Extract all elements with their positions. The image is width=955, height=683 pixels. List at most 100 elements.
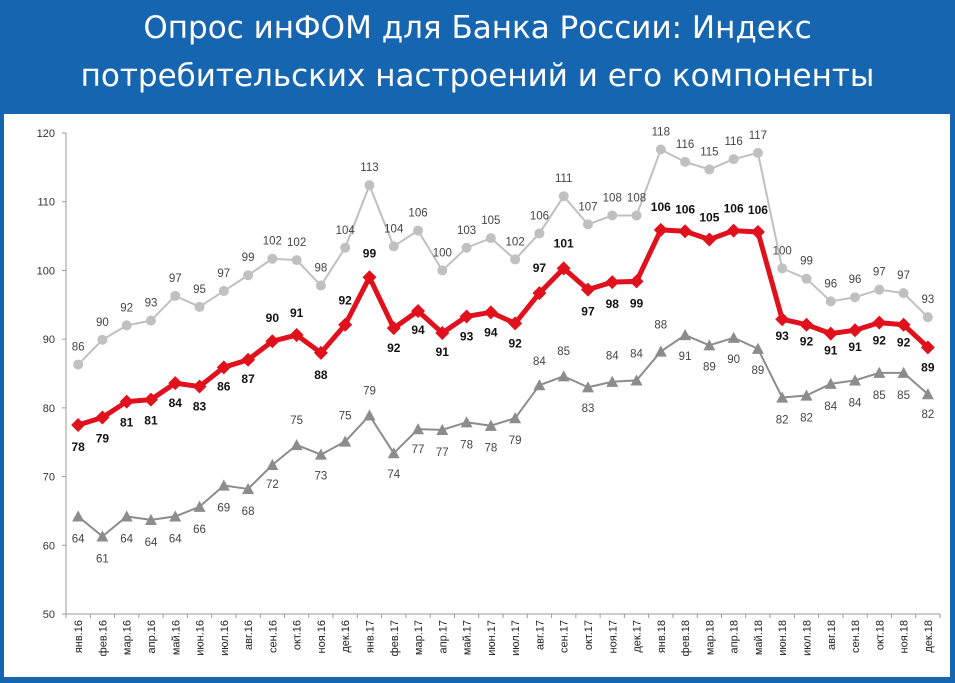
data-label: 105 bbox=[481, 215, 500, 227]
data-label: 94 bbox=[484, 325, 498, 339]
data-point bbox=[436, 423, 449, 435]
data-label: 90 bbox=[266, 311, 280, 325]
data-label: 88 bbox=[314, 368, 328, 382]
data-label: 74 bbox=[387, 469, 400, 481]
data-label: 64 bbox=[169, 533, 182, 545]
data-point bbox=[485, 233, 496, 244]
data-point bbox=[340, 242, 351, 253]
x-tick-label: мар.17 bbox=[413, 620, 425, 655]
data-label: 64 bbox=[145, 537, 158, 549]
y-tick-label: 50 bbox=[43, 609, 55, 621]
chart-panel: 50 60 70 80 90 100 110 120 янв.16 фев.16 мар.16 апр… bbox=[4, 114, 950, 677]
data-label: 102 bbox=[263, 236, 282, 248]
data-point bbox=[825, 296, 836, 307]
data-label: 88 bbox=[654, 320, 667, 332]
data-label: 78 bbox=[484, 443, 497, 455]
data-label: 106 bbox=[651, 200, 671, 214]
data-label: 106 bbox=[724, 202, 744, 216]
x-tick-label: июн.16 bbox=[195, 620, 207, 656]
data-point bbox=[532, 286, 547, 301]
data-label: 89 bbox=[752, 365, 765, 377]
data-point bbox=[483, 305, 498, 320]
data-label: 85 bbox=[873, 390, 886, 402]
data-point bbox=[800, 389, 813, 401]
x-tick-label: июл.17 bbox=[510, 620, 522, 656]
data-label: 113 bbox=[360, 162, 378, 174]
data-point bbox=[217, 479, 230, 491]
data-point bbox=[898, 288, 909, 299]
y-tick-label: 120 bbox=[37, 128, 55, 140]
y-tick-label: 100 bbox=[37, 265, 55, 277]
data-point bbox=[168, 376, 183, 391]
data-label: 104 bbox=[336, 225, 356, 237]
data-point bbox=[218, 286, 229, 297]
axes: 50 60 70 80 90 100 110 120 янв.16 фев.16 мар.16 апр… bbox=[37, 128, 941, 656]
y-tick-label: 110 bbox=[37, 197, 55, 209]
data-point bbox=[459, 309, 474, 324]
x-tick-label: мар.18 bbox=[704, 620, 716, 655]
data-label: 92 bbox=[387, 341, 401, 355]
data-point bbox=[291, 255, 302, 266]
chart-title: Опрос инФОМ для Банка России: Индекс пот… bbox=[80, 10, 875, 94]
data-label: 64 bbox=[120, 533, 133, 545]
data-point bbox=[920, 340, 935, 355]
data-label: 92 bbox=[800, 335, 814, 349]
data-point bbox=[534, 228, 545, 239]
data-point bbox=[654, 345, 667, 357]
data-label: 90 bbox=[96, 317, 109, 329]
data-point bbox=[509, 412, 522, 424]
data-point bbox=[775, 312, 790, 327]
data-point bbox=[145, 315, 156, 326]
x-tick-label: янв.17 bbox=[364, 620, 376, 653]
data-point bbox=[703, 339, 716, 351]
data-point bbox=[629, 274, 644, 289]
data-point bbox=[896, 317, 911, 332]
data-point bbox=[170, 290, 181, 301]
data-point bbox=[581, 381, 594, 393]
data-label: 83 bbox=[582, 403, 595, 415]
data-point bbox=[873, 366, 886, 378]
data-point bbox=[437, 265, 448, 276]
data-point bbox=[313, 345, 328, 360]
data-label: 92 bbox=[120, 302, 133, 314]
data-point bbox=[243, 270, 254, 281]
data-label: 82 bbox=[776, 415, 789, 427]
data-point bbox=[95, 410, 110, 425]
data-label: 98 bbox=[315, 263, 328, 275]
data-label: 118 bbox=[652, 126, 670, 138]
data-point bbox=[120, 510, 133, 522]
data-point bbox=[193, 500, 206, 512]
data-label: 73 bbox=[315, 471, 328, 483]
data-point bbox=[874, 284, 885, 295]
data-point bbox=[630, 374, 643, 386]
data-point bbox=[388, 241, 399, 252]
data-point bbox=[387, 447, 400, 459]
data-label: 85 bbox=[557, 346, 570, 358]
data-point bbox=[750, 224, 765, 239]
data-point bbox=[848, 323, 863, 338]
data-point bbox=[922, 312, 933, 323]
data-point bbox=[680, 156, 691, 167]
data-point bbox=[411, 303, 426, 318]
data-point bbox=[241, 352, 256, 367]
data-label: 99 bbox=[630, 296, 644, 310]
data-point bbox=[751, 342, 764, 354]
x-tick-label: июн.17 bbox=[486, 620, 498, 656]
data-label: 117 bbox=[749, 130, 767, 142]
data-point bbox=[71, 418, 86, 433]
data-label: 93 bbox=[776, 329, 790, 343]
data-label: 97 bbox=[533, 261, 547, 275]
data-label: 108 bbox=[603, 192, 622, 204]
data-point bbox=[823, 326, 838, 341]
x-tick-label: ноя.18 bbox=[899, 620, 911, 653]
data-point bbox=[72, 510, 85, 522]
data-point bbox=[557, 370, 570, 382]
data-label: 116 bbox=[724, 136, 742, 148]
data-label: 102 bbox=[506, 236, 525, 248]
data-label: 106 bbox=[530, 210, 549, 222]
data-point bbox=[728, 154, 739, 165]
data-label: 61 bbox=[96, 553, 109, 565]
data-label: 99 bbox=[800, 256, 813, 268]
data-label: 81 bbox=[144, 414, 158, 428]
data-point bbox=[267, 253, 278, 264]
